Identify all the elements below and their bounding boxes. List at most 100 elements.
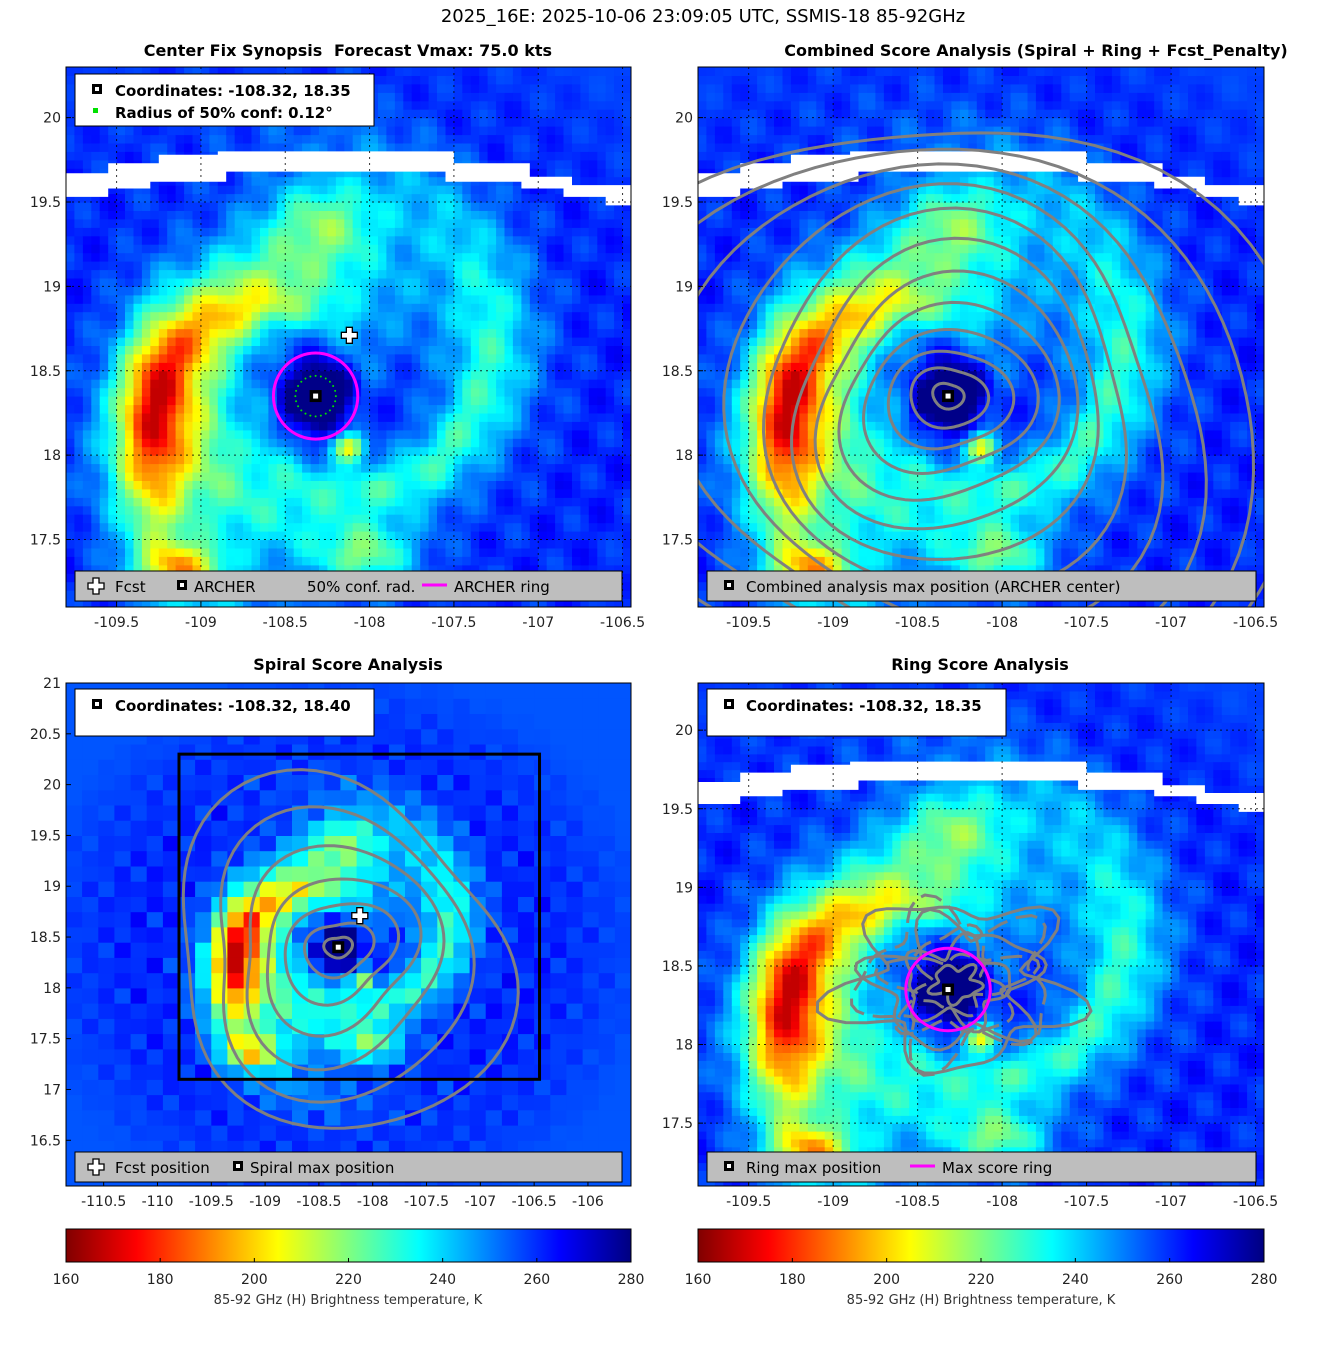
heat-cell (276, 480, 286, 490)
heat-cell (563, 210, 573, 220)
heat-cell (588, 429, 598, 439)
heat-cell (335, 303, 345, 313)
heat-cell (319, 277, 328, 287)
heat-cell (217, 396, 227, 406)
heat-cell (597, 168, 607, 178)
heat-cell (276, 261, 286, 271)
heat-cell (437, 497, 446, 507)
heat-cell (133, 244, 143, 254)
heat-cell (512, 370, 522, 380)
heat-cell (66, 455, 75, 465)
heat-cell (344, 505, 354, 515)
heat-cell (378, 303, 387, 313)
heat-cell (563, 556, 573, 566)
heat-cell (226, 320, 236, 330)
heat-cell (217, 455, 227, 465)
heat-cell (462, 277, 472, 287)
heat-cell (82, 564, 92, 574)
heat-cell (150, 185, 160, 195)
heat-cell (597, 404, 607, 414)
heat-cell (108, 598, 118, 607)
heat-cell (631, 599, 640, 608)
heat-cell (234, 522, 244, 532)
heat-cell (192, 185, 202, 195)
heat-cell (622, 463, 631, 473)
heat-cell (158, 202, 168, 211)
heat-cell (512, 412, 522, 422)
heat-cell (327, 218, 337, 228)
heat-cell (714, 362, 724, 372)
heat-cell (470, 387, 480, 397)
heat-cell (158, 227, 168, 237)
heat-cell (310, 421, 320, 431)
heat-cell (538, 67, 548, 76)
heat-cell (293, 176, 303, 186)
heat-cell (251, 142, 261, 152)
heat-cell (521, 218, 531, 228)
heat-cell (378, 244, 387, 254)
heat-cell (394, 303, 404, 313)
heat-cell (116, 277, 126, 287)
heat-cell (740, 404, 750, 414)
heat-cell (504, 421, 514, 431)
heat-cell (327, 185, 337, 195)
heat-cell (175, 218, 185, 228)
heat-cell (344, 303, 354, 313)
heat-cell (158, 235, 168, 245)
heat-cell (150, 218, 160, 228)
heat-cell (175, 126, 185, 136)
heat-cell (141, 67, 151, 76)
heat-cell (445, 379, 455, 389)
heat-cell (116, 269, 126, 279)
heat-cell (420, 345, 430, 355)
heat-cell (580, 142, 590, 152)
heat-cell (748, 472, 758, 481)
heat-cell (538, 252, 548, 262)
heat-cell (529, 556, 539, 566)
heat-cell (765, 362, 775, 372)
heat-cell (344, 412, 354, 422)
heat-cell (529, 446, 539, 456)
heat-cell (555, 556, 565, 566)
heat-cell (428, 252, 438, 262)
heat-cell (580, 404, 590, 414)
heat-cell (563, 438, 573, 448)
heat-cell (757, 379, 767, 389)
heat-cell (268, 556, 278, 566)
heat-cell (74, 531, 84, 541)
heat-cell (555, 446, 565, 456)
heat-cell (251, 252, 261, 262)
heat-cell (631, 143, 640, 152)
heat-cell (125, 514, 134, 524)
heat-cell (765, 345, 775, 355)
heat-cell (200, 294, 210, 304)
heat-cell (403, 345, 413, 355)
heat-cell (740, 446, 750, 456)
heat-cell (352, 261, 362, 271)
heat-cell (158, 286, 168, 296)
heat-cell (580, 75, 590, 85)
heat-cell (411, 218, 421, 228)
synopsis-info-box: Coordinates: -108.32, 18.35 Radius of 50… (74, 73, 375, 127)
heat-cell (588, 446, 598, 456)
heat-cell (192, 311, 202, 321)
heat-cell (614, 218, 624, 228)
heat-cell (192, 134, 202, 144)
heat-cell (731, 379, 741, 389)
heat-cell (192, 497, 202, 507)
heat-cell (378, 92, 387, 102)
heat-cell (605, 556, 615, 566)
heat-cell (285, 564, 295, 574)
heat-cell (158, 446, 168, 456)
heat-cell (504, 556, 514, 566)
heat-cell (748, 488, 758, 498)
heat-cell (310, 202, 320, 211)
heat-cell (335, 252, 345, 262)
heat-cell (302, 277, 312, 287)
heat-cell (175, 429, 185, 439)
heat-cell (99, 522, 109, 532)
heat-cell (158, 134, 168, 144)
heat-cell (285, 328, 295, 338)
heat-cell (175, 412, 185, 422)
heat-cell (108, 362, 118, 372)
